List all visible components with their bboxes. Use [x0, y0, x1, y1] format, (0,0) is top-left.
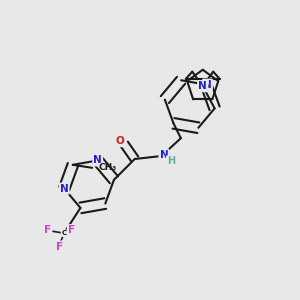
Text: F: F — [56, 242, 63, 252]
Text: C: C — [61, 230, 67, 236]
Text: N: N — [60, 184, 69, 194]
Text: H: H — [167, 156, 175, 167]
Text: N: N — [93, 155, 102, 165]
Text: N: N — [198, 81, 207, 91]
Text: N: N — [203, 80, 212, 90]
Text: N: N — [198, 81, 207, 91]
Text: F: F — [44, 225, 51, 235]
Text: O: O — [116, 136, 124, 146]
Text: CH₃: CH₃ — [99, 163, 117, 172]
Text: F: F — [68, 225, 75, 235]
Text: N: N — [160, 149, 168, 160]
